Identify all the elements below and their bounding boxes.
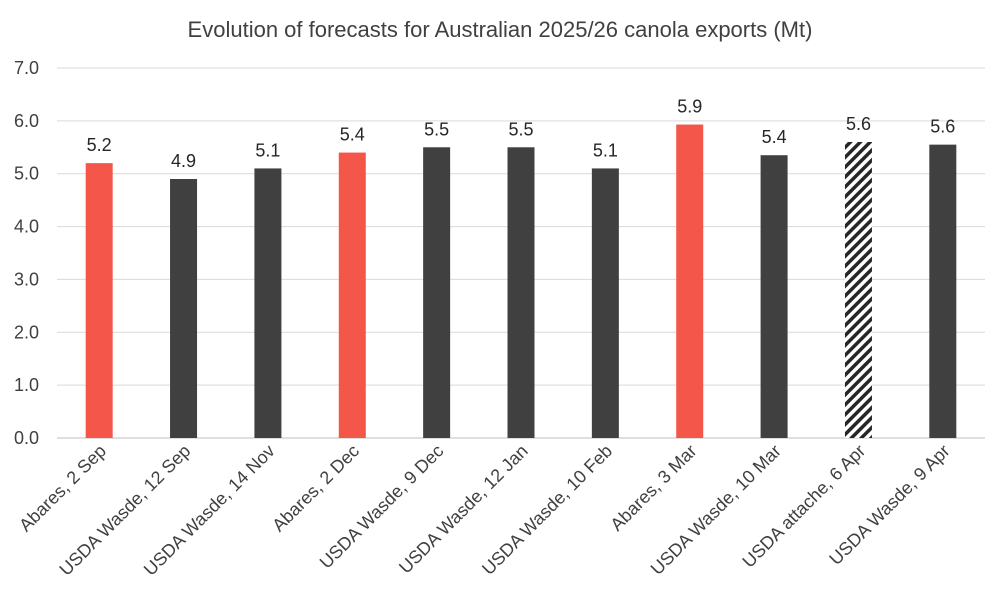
bar-abares: [85, 163, 113, 438]
y-axis-tick-labels: 0.0 1.0 2.0 3.0 4.0 5.0 6.0 7.0: [14, 58, 39, 448]
chart-title: Evolution of forecasts for Australian 20…: [188, 17, 813, 42]
y-tick-label: 2.0: [14, 322, 39, 342]
y-tick-label: 4.0: [14, 217, 39, 237]
data-label: 5.5: [508, 119, 533, 139]
data-labels: 5.2 4.9 5.1 5.4 5.5 5.5 5.1 5.9 5.4 5.6 5.6: [87, 97, 956, 171]
data-label: 5.2: [87, 135, 112, 155]
bar-wasde: [760, 155, 788, 438]
bar-abares: [338, 152, 366, 439]
data-label: 5.1: [593, 140, 618, 160]
data-label: 5.5: [424, 119, 449, 139]
data-label: 5.4: [340, 125, 365, 145]
bar-wasde: [423, 147, 451, 439]
bar-wasde: [507, 147, 535, 439]
data-label: 5.6: [846, 114, 871, 134]
bars: [85, 124, 957, 439]
bar-attache: [844, 142, 872, 438]
data-label: 5.1: [255, 140, 280, 160]
data-label: 5.4: [762, 127, 787, 147]
bar-abares: [676, 124, 704, 439]
y-tick-label: 0.0: [14, 428, 39, 448]
y-tick-label: 5.0: [14, 164, 39, 184]
bar-wasde: [591, 168, 619, 438]
bar-wasde: [929, 144, 957, 438]
bar-wasde: [254, 168, 282, 438]
data-label: 5.6: [930, 117, 955, 137]
y-tick-label: 7.0: [14, 58, 39, 78]
y-tick-label: 6.0: [14, 111, 39, 131]
data-label: 5.9: [677, 97, 702, 117]
bar-wasde: [170, 179, 198, 438]
y-tick-label: 1.0: [14, 375, 39, 395]
category-label: Abares, 3 Mar: [606, 441, 700, 535]
data-label: 4.9: [171, 151, 196, 171]
category-label: Abares, 2 Dec: [268, 441, 363, 536]
y-tick-label: 3.0: [14, 269, 39, 289]
category-label: Abares, 2 Sep: [15, 441, 110, 536]
